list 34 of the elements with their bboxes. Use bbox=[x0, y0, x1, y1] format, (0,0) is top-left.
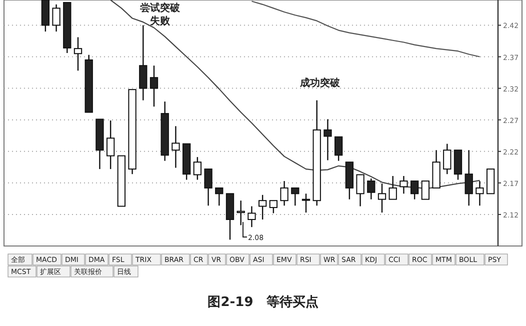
candlestick bbox=[150, 65, 158, 108]
candlestick bbox=[52, 4, 60, 32]
candlestick bbox=[236, 200, 245, 226]
text: 图2-19 等待买点 bbox=[208, 294, 318, 310]
candlestick bbox=[74, 36, 82, 72]
candlestick bbox=[302, 193, 310, 214]
candlestick bbox=[291, 187, 300, 206]
candlestick bbox=[334, 136, 343, 162]
candlestick bbox=[258, 194, 267, 220]
candlestick bbox=[106, 120, 115, 170]
annotation: 失败 bbox=[150, 15, 171, 27]
annotation: 成功突破 bbox=[299, 77, 341, 89]
candlestick bbox=[378, 182, 386, 214]
candlestick bbox=[388, 175, 397, 200]
candlestick bbox=[248, 206, 256, 228]
line-series bbox=[251, 0, 480, 58]
candlestick bbox=[454, 150, 462, 180]
candlestick bbox=[443, 143, 452, 175]
candlestick bbox=[421, 180, 430, 200]
candlestick bbox=[367, 178, 376, 200]
candlestick bbox=[464, 150, 473, 206]
candlestick bbox=[139, 24, 148, 101]
candlestick bbox=[269, 200, 278, 214]
candlestick bbox=[356, 174, 364, 207]
candlestick bbox=[400, 175, 408, 194]
candlestick bbox=[215, 187, 224, 206]
candlestick bbox=[280, 180, 288, 206]
candlestick bbox=[410, 180, 419, 200]
candlestick bbox=[476, 180, 484, 206]
candlestick bbox=[172, 126, 180, 168]
candlestick bbox=[204, 168, 212, 206]
annotation: 尝试突破 bbox=[140, 2, 181, 14]
candlestick bbox=[193, 156, 202, 180]
candlestick bbox=[324, 118, 332, 161]
